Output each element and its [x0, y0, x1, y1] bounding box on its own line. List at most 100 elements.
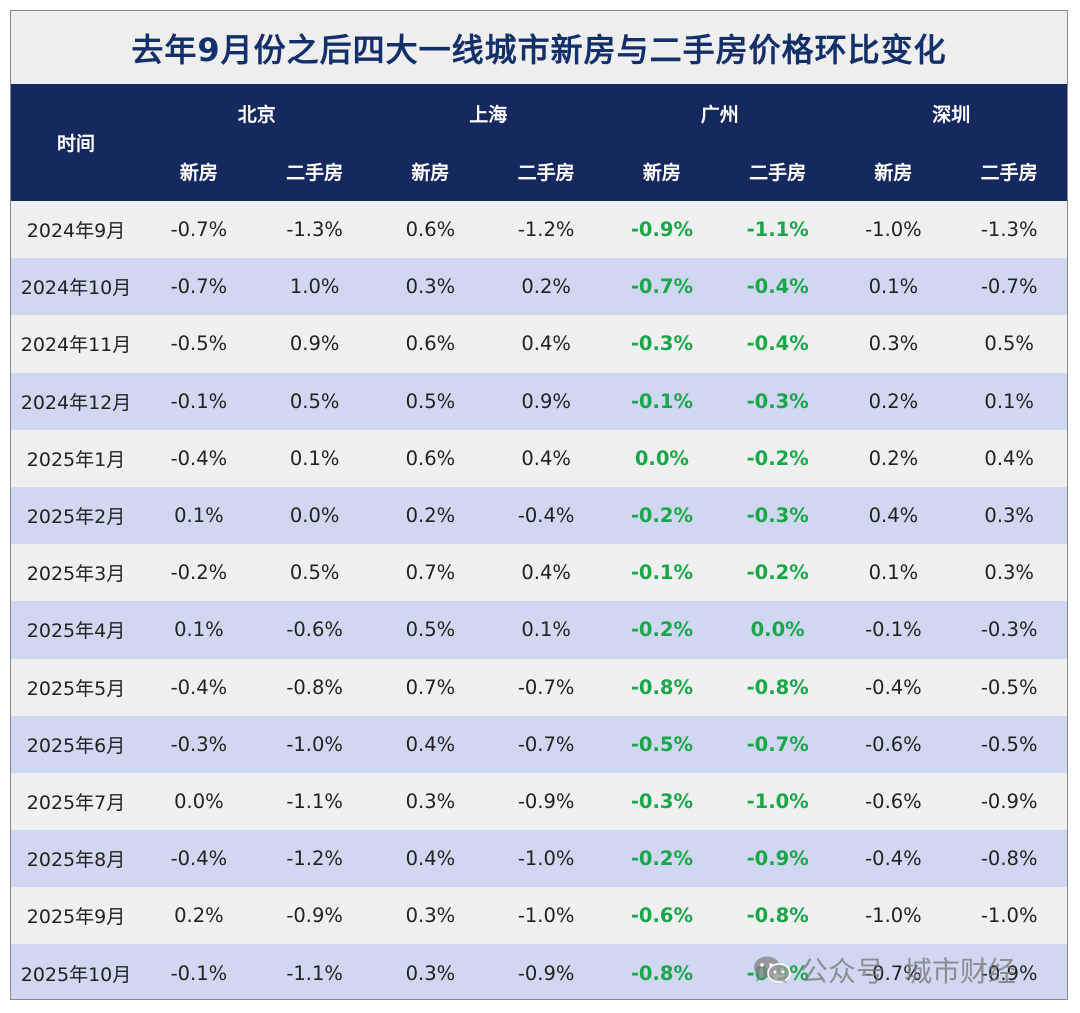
subheader-second-hand: 二手房 [951, 142, 1067, 201]
value-cell: -0.7% [835, 944, 952, 999]
subheader-second-hand: 二手房 [719, 142, 836, 201]
table-row: 2025年5月 -0.4% -0.8% 0.7% -0.7% -0.8% -0.8% -0.4… [11, 658, 1067, 716]
value-cell: -1.1% [256, 772, 373, 831]
value-cell: 0.9% [256, 315, 373, 373]
value-cell: 0.1% [488, 601, 605, 659]
value-cell: -0.2% [604, 601, 720, 659]
row-date: 2025年9月 [11, 887, 141, 945]
value-cell: -0.4% [141, 658, 257, 716]
value-cell: -0.4% [488, 486, 605, 545]
value-cell: -0.9% [488, 772, 605, 831]
value-cell: 0.1% [141, 486, 257, 545]
price-table: 时间 北京 上海 广州 深圳 新房 二手房 新房 二手房 新房 二手房 新房 二… [11, 84, 1067, 999]
table-row: 2025年9月 0.2% -0.9% 0.3% -1.0% -0.6% -0.8% -1.0%… [11, 887, 1067, 945]
value-cell: 0.7% [372, 658, 489, 716]
value-cell: -0.5% [604, 715, 720, 773]
value-cell: -1.3% [951, 201, 1067, 259]
value-cell: -0.4% [141, 830, 257, 888]
value-cell: 0.1% [835, 258, 952, 316]
value-cell: 0.4% [835, 486, 952, 545]
value-cell: 0.6% [372, 315, 489, 373]
value-cell: 0.2% [835, 372, 952, 430]
value-cell: -0.7% [141, 258, 257, 316]
value-cell: 0.1% [835, 544, 952, 602]
value-cell: 0.3% [372, 772, 489, 831]
value-cell: 0.3% [951, 544, 1067, 602]
value-cell: 0.2% [835, 429, 952, 487]
title-bar: 去年9月份之后四大一线城市新房与二手房价格环比变化 [11, 11, 1067, 84]
value-cell: -1.0% [488, 830, 605, 888]
value-cell: 0.0% [256, 486, 373, 545]
city-header-shenzhen: 深圳 [835, 84, 1067, 142]
value-cell: -1.1% [256, 944, 373, 999]
value-cell: 0.3% [951, 486, 1067, 545]
value-cell: -0.1% [141, 944, 257, 999]
table-frame: 去年9月份之后四大一线城市新房与二手房价格环比变化 时间 北京 上海 广州 深圳… [10, 10, 1068, 1000]
value-cell: -1.0% [951, 887, 1067, 945]
table-row: 2024年11月 -0.5% 0.9% 0.6% 0.4% -0.3% -0.4% 0.3% 0… [11, 315, 1067, 373]
value-cell: 0.2% [141, 887, 257, 945]
value-cell: -0.9% [488, 944, 605, 999]
value-cell: -0.7% [488, 715, 605, 773]
value-cell: 0.3% [835, 315, 952, 373]
value-cell: -0.5% [141, 315, 257, 373]
value-cell: -1.0% [835, 201, 952, 259]
row-date: 2025年10月 [11, 944, 141, 999]
value-cell: -0.9% [951, 772, 1067, 831]
value-cell: 0.4% [372, 715, 489, 773]
value-cell: -0.3% [604, 772, 720, 831]
value-cell: -0.2% [604, 486, 720, 545]
value-cell: -0.4% [719, 258, 836, 316]
value-cell: -1.3% [256, 201, 373, 259]
table-body: 2024年9月 -0.7% -1.3% 0.6% -1.2% -0.9% -1.1% -1.0… [11, 201, 1067, 999]
row-date: 2025年6月 [11, 715, 141, 773]
value-cell: 0.4% [951, 429, 1067, 487]
table-row: 2025年10月 -0.1% -1.1% 0.3% -0.9% -0.8% -0.9% -0.… [11, 944, 1067, 999]
value-cell: -0.3% [141, 715, 257, 773]
time-header: 时间 [11, 84, 141, 201]
table-row: 2025年1月 -0.4% 0.1% 0.6% 0.4% 0.0% -0.2% 0.2% 0.4… [11, 429, 1067, 487]
value-cell: -0.3% [604, 315, 720, 373]
value-cell: -0.9% [256, 887, 373, 945]
value-cell: -0.7% [488, 658, 605, 716]
value-cell: -0.9% [719, 944, 836, 999]
row-date: 2025年1月 [11, 429, 141, 487]
value-cell: -0.1% [835, 601, 952, 659]
subheader-new-home: 新房 [372, 142, 489, 201]
row-date: 2024年11月 [11, 315, 141, 373]
table-row: 2025年6月 -0.3% -1.0% 0.4% -0.7% -0.5% -0.7% -0.6… [11, 715, 1067, 773]
value-cell: -1.2% [256, 830, 373, 888]
row-date: 2025年5月 [11, 658, 141, 716]
value-cell: -0.8% [719, 887, 836, 945]
value-cell: -0.7% [604, 258, 720, 316]
value-cell: -0.4% [141, 429, 257, 487]
row-date: 2025年4月 [11, 601, 141, 659]
value-cell: -0.8% [256, 658, 373, 716]
value-cell: 0.3% [372, 887, 489, 945]
row-date: 2024年9月 [11, 201, 141, 259]
value-cell: -1.1% [719, 201, 836, 259]
value-cell: 0.5% [372, 372, 489, 430]
header-row-cities: 时间 北京 上海 广州 深圳 [11, 84, 1067, 201]
value-cell: -1.0% [256, 715, 373, 773]
city-header-shanghai: 上海 [372, 84, 605, 142]
value-cell: -1.2% [488, 201, 605, 259]
subheader-second-hand: 二手房 [256, 142, 373, 201]
subheader-new-home: 新房 [604, 142, 720, 201]
value-cell: 0.5% [951, 315, 1067, 373]
chart-title: 去年9月份之后四大一线城市新房与二手房价格环比变化 [131, 30, 947, 69]
value-cell: -0.7% [719, 715, 836, 773]
table-row: 2025年2月 0.1% 0.0% 0.2% -0.4% -0.2% -0.3% 0.4% 0.… [11, 486, 1067, 545]
value-cell: 0.3% [372, 944, 489, 999]
value-cell: -0.6% [835, 772, 952, 831]
subheader-new-home: 新房 [835, 142, 952, 201]
row-date: 2025年8月 [11, 830, 141, 888]
table-row: 2025年4月 0.1% -0.6% 0.5% 0.1% -0.2% 0.0% -0.1% -0… [11, 601, 1067, 659]
subheader-new-home: 新房 [141, 142, 257, 201]
value-cell: -0.4% [835, 658, 952, 716]
row-date: 2025年7月 [11, 772, 141, 831]
value-cell: -0.2% [719, 429, 836, 487]
table-row: 2024年12月 -0.1% 0.5% 0.5% 0.9% -0.1% -0.3% 0.2% 0… [11, 372, 1067, 430]
row-date: 2024年10月 [11, 258, 141, 316]
value-cell: -0.2% [604, 830, 720, 888]
